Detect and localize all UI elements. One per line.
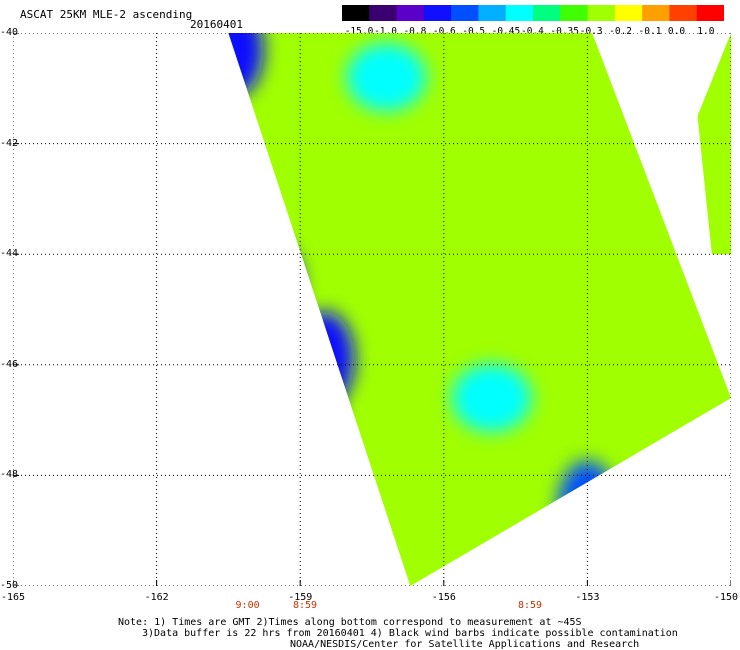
chart-title: ASCAT 25KM MLE-2 ascending <box>20 8 193 21</box>
colorbar-label: 1.0 <box>697 26 715 37</box>
feature-blob <box>241 239 302 336</box>
colorbar-label: -0.5 <box>462 26 486 37</box>
feature-blob <box>451 363 532 432</box>
x-tick-label: -153 <box>575 592 600 603</box>
feature-blob <box>595 493 656 586</box>
x-tick-label: -165 <box>1 592 26 603</box>
colorbar-label: -15.0 <box>344 26 374 37</box>
colorbar-segment <box>587 5 616 21</box>
feature-blob <box>279 372 340 469</box>
colorbar-segment <box>533 5 561 21</box>
y-tick-label: -40 <box>0 27 19 38</box>
x-tick-label: -156 <box>431 592 456 603</box>
colorbar-segment <box>669 5 698 21</box>
colorbar-segment <box>451 5 480 21</box>
colorbar-label: -0.1 <box>638 26 662 37</box>
colorbar-segment <box>560 5 589 21</box>
colorbar-segment <box>478 5 507 21</box>
plot-area <box>13 33 731 586</box>
y-tick-label: -42 <box>0 137 19 149</box>
colorbar-label: -0.6 <box>432 26 456 37</box>
colorbar-segment <box>369 5 398 21</box>
colorbar-label: -0.45 <box>491 26 521 37</box>
feature-blob <box>557 460 618 557</box>
colorbar-label: 0.0 <box>667 26 686 37</box>
time-label: 8:59 <box>292 600 318 611</box>
time-label: 9:00 <box>235 600 260 611</box>
colorbar-label: -0.8 <box>403 26 427 37</box>
x-tick-label: -159 <box>288 592 313 603</box>
y-tick-label: -46 <box>0 358 19 370</box>
colorbar-label: -0.35 <box>550 26 579 37</box>
y-tick-label: -48 <box>0 469 19 481</box>
footer-credit: NOAA/NESDIS/Center for Satellite Applica… <box>290 639 640 650</box>
time-label: 8:59 <box>517 600 543 611</box>
y-tick-label: -44 <box>0 248 19 260</box>
colorbar-segment <box>505 5 534 21</box>
x-tick-label: -162 <box>144 592 169 603</box>
x-tick-label: -150 <box>714 592 739 603</box>
footer-note-2: 3)Data buffer is 22 hrs from 20160401 4)… <box>142 628 678 639</box>
feature-blob <box>346 43 427 112</box>
feature-blob <box>294 311 355 408</box>
colorbar-label: -0.3 <box>579 26 603 37</box>
swath <box>697 33 731 255</box>
colorbar-label: -1.0 <box>374 26 397 37</box>
footer-note-1: Note: 1) Times are GMT 2)Times along bot… <box>118 617 582 628</box>
y-tick-label: -50 <box>0 580 19 591</box>
colorbar-segment <box>423 5 452 21</box>
colorbar-label: -0.2 <box>609 26 633 37</box>
colorbar-segment <box>342 5 370 21</box>
colorbar-segment <box>696 5 724 21</box>
colorbar-segment <box>614 5 643 21</box>
colorbar-segment <box>396 5 425 21</box>
colorbar-label: -0.4 <box>521 26 544 37</box>
colorbar-segment <box>642 5 671 21</box>
chart-date: 20160401 <box>190 18 243 31</box>
colorbar <box>342 5 724 21</box>
swath <box>228 33 731 586</box>
